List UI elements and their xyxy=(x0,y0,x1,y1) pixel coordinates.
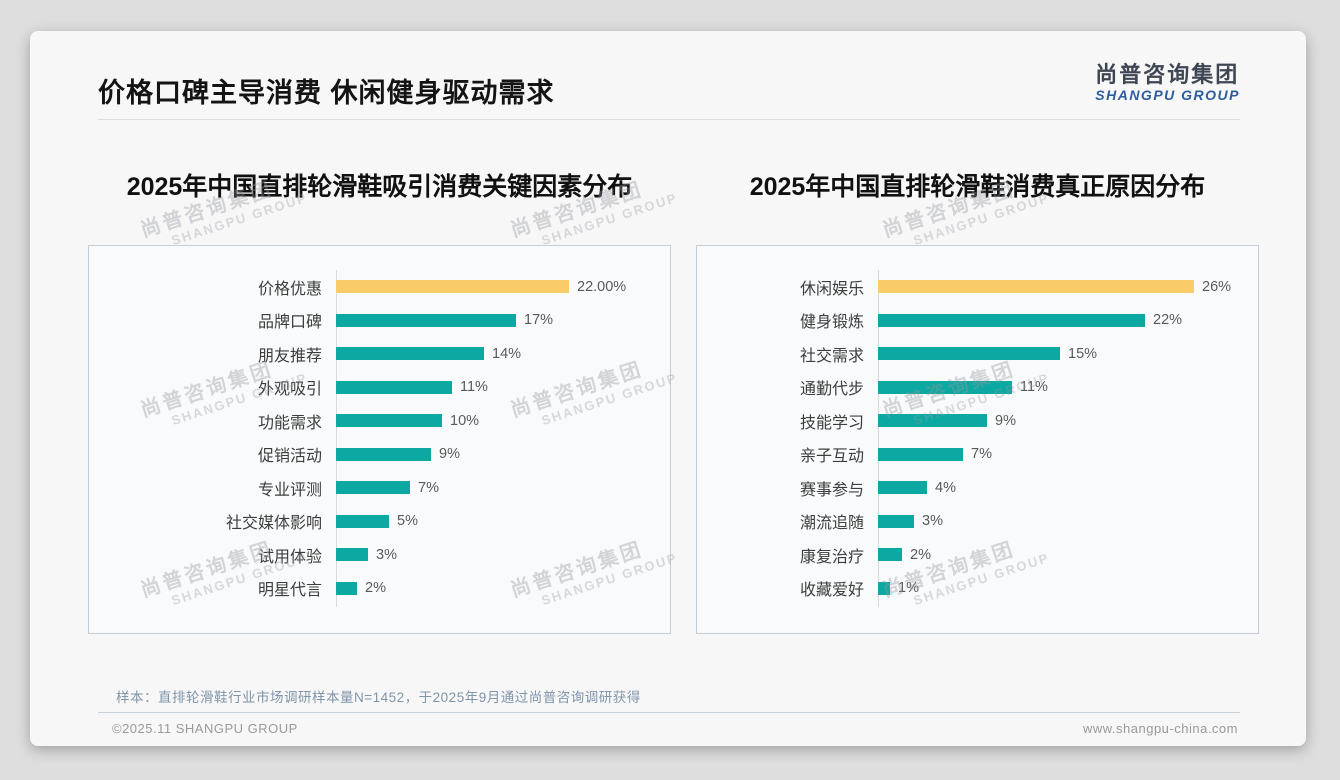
bar xyxy=(336,313,516,327)
value-label: 17% xyxy=(524,312,554,329)
bar xyxy=(336,447,431,461)
category-label: 专业评测 xyxy=(257,481,322,499)
bar-row: 朋友推荐 14% xyxy=(89,337,664,371)
footer-copyright: ©2025.11 SHANGPU GROUP xyxy=(112,721,298,736)
left-chart-rows: 价格优惠 22.00% 品牌口碑 17% 朋友推荐 14% 外观吸引 11% 功能需求 10% 促销… xyxy=(89,270,664,605)
bar xyxy=(878,581,890,595)
category-label: 促销活动 xyxy=(257,448,322,466)
bar-row: 健身锻炼 22% xyxy=(697,304,1252,338)
footer-website: www.shangpu-china.com xyxy=(1082,721,1238,736)
category-label: 社交需求 xyxy=(799,347,864,365)
right-chart-panel: 休闲娱乐 26% 健身锻炼 22% 社交需求 15% 通勤代步 11% 技能学习 9% 亲子互动 7%… xyxy=(696,245,1259,634)
category-label: 价格优惠 xyxy=(257,280,322,298)
category-label: 收藏爱好 xyxy=(799,582,864,600)
bar-row: 社交需求 15% xyxy=(697,337,1252,371)
category-label: 功能需求 xyxy=(257,414,322,432)
category-label: 技能学习 xyxy=(799,414,864,432)
bar-row: 亲子互动 7% xyxy=(697,438,1252,472)
category-label: 品牌口碑 xyxy=(257,314,322,332)
bar-row: 促销活动 9% xyxy=(89,438,664,472)
category-label: 赛事参与 xyxy=(799,481,864,499)
value-label: 1% xyxy=(898,580,919,597)
bar-row: 技能学习 9% xyxy=(697,404,1252,438)
value-label: 5% xyxy=(397,513,418,530)
bar-highlight xyxy=(336,280,569,294)
bar-row: 潮流追随 3% xyxy=(697,505,1252,539)
bar xyxy=(878,514,914,528)
value-label: 22.00% xyxy=(577,278,627,295)
bar xyxy=(336,514,389,528)
value-label: 11% xyxy=(460,379,488,396)
value-label: 2% xyxy=(365,580,386,597)
category-label: 潮流追随 xyxy=(799,515,864,533)
category-label: 康复治疗 xyxy=(799,548,864,566)
left-chart-panel: 价格优惠 22.00% 品牌口碑 17% 朋友推荐 14% 外观吸引 11% 功能需求 10% 促销… xyxy=(88,245,671,634)
value-label: 3% xyxy=(922,513,943,530)
bar-row: 试用体验 3% xyxy=(89,538,664,572)
bar xyxy=(336,414,442,428)
bar xyxy=(878,313,1145,327)
category-label: 外观吸引 xyxy=(257,381,322,399)
bar xyxy=(336,347,484,361)
bar xyxy=(336,548,368,562)
page-title: 价格口碑主导消费 休闲健身驱动需求 xyxy=(98,78,555,108)
bar-row: 社交媒体影响 5% xyxy=(89,505,664,539)
category-label: 通勤代步 xyxy=(799,381,864,399)
value-label: 15% xyxy=(1068,345,1098,362)
value-label: 11% xyxy=(1020,379,1048,396)
bar-row: 收藏爱好 1% xyxy=(697,572,1252,606)
bar-row: 价格优惠 22.00% xyxy=(89,270,664,304)
bar-row: 明星代言 2% xyxy=(89,572,664,606)
category-label: 亲子互动 xyxy=(799,448,864,466)
logo-english-text: SHANGPU GROUP xyxy=(1095,87,1240,104)
category-label: 试用体验 xyxy=(257,548,322,566)
value-label: 7% xyxy=(418,479,439,496)
bar-highlight xyxy=(878,280,1194,294)
left-chart-axis-line xyxy=(336,270,337,607)
bar xyxy=(878,347,1060,361)
value-label: 10% xyxy=(450,412,480,429)
bar xyxy=(336,380,452,394)
category-label: 朋友推荐 xyxy=(257,347,322,365)
value-label: 14% xyxy=(492,345,522,362)
company-logo: 尚普咨询集团 SHANGPU GROUP xyxy=(1095,62,1240,104)
bar-row: 康复治疗 2% xyxy=(697,538,1252,572)
value-label: 26% xyxy=(1202,278,1232,295)
category-label: 休闲娱乐 xyxy=(799,280,864,298)
header-divider xyxy=(98,119,1240,120)
bar xyxy=(878,481,927,495)
value-label: 9% xyxy=(995,412,1016,429)
slide-card: 价格口碑主导消费 休闲健身驱动需求 尚普咨询集团 SHANGPU GROUP 2… xyxy=(30,31,1306,746)
category-label: 健身锻炼 xyxy=(799,314,864,332)
value-label: 22% xyxy=(1153,312,1183,329)
bar-row: 专业评测 7% xyxy=(89,471,664,505)
bar-row: 品牌口碑 17% xyxy=(89,304,664,338)
value-label: 9% xyxy=(439,446,460,463)
bar xyxy=(878,380,1012,394)
bar-row: 功能需求 10% xyxy=(89,404,664,438)
category-label: 社交媒体影响 xyxy=(225,515,322,533)
bar-row: 赛事参与 4% xyxy=(697,471,1252,505)
right-chart-rows: 休闲娱乐 26% 健身锻炼 22% 社交需求 15% 通勤代步 11% 技能学习 9% 亲子互动 7%… xyxy=(697,270,1252,605)
bar xyxy=(878,548,902,562)
bar-row: 休闲娱乐 26% xyxy=(697,270,1252,304)
bar-row: 通勤代步 11% xyxy=(697,371,1252,405)
bar xyxy=(336,581,357,595)
sample-note: 样本：直排轮滑鞋行业市场调研样本量N=1452，于2025年9月通过尚普咨询调研… xyxy=(116,690,641,705)
bar xyxy=(878,447,963,461)
value-label: 7% xyxy=(971,446,992,463)
category-label: 明星代言 xyxy=(257,582,322,600)
value-label: 2% xyxy=(910,546,931,563)
logo-chinese-text: 尚普咨询集团 xyxy=(1095,62,1240,87)
bar xyxy=(878,414,987,428)
bar xyxy=(336,481,410,495)
value-label: 4% xyxy=(935,479,956,496)
footer-divider xyxy=(98,712,1240,713)
right-chart-axis-line xyxy=(878,270,879,607)
bar-row: 外观吸引 11% xyxy=(89,371,664,405)
left-chart-title: 2025年中国直排轮滑鞋吸引消费关键因素分布 xyxy=(126,173,633,201)
right-chart-title: 2025年中国直排轮滑鞋消费真正原因分布 xyxy=(749,173,1206,201)
value-label: 3% xyxy=(376,546,397,563)
